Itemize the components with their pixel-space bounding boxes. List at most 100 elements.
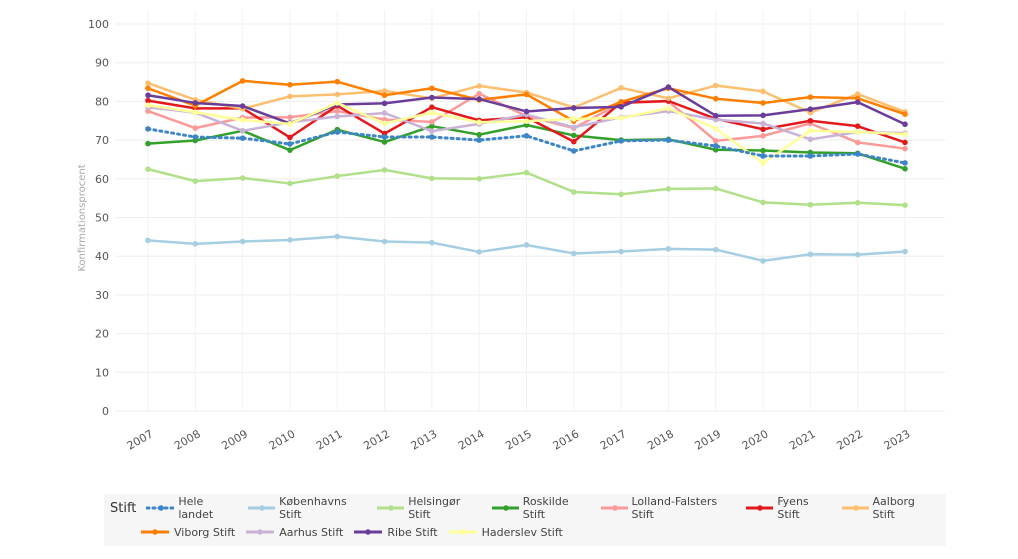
data-point [476, 249, 482, 255]
data-point [712, 82, 719, 89]
y-tick-label: 100 [88, 18, 109, 31]
data-point [854, 199, 861, 206]
data-point [571, 105, 577, 111]
data-point [381, 116, 388, 123]
series-helsing-r-stift [145, 166, 908, 208]
legend-label: Københavns Stift [279, 495, 347, 521]
legend-swatch [746, 505, 774, 511]
data-point [239, 117, 246, 123]
data-point [760, 160, 766, 166]
legend-item[interactable]: Viborg Stift [140, 526, 235, 539]
x-tick-label: 2019 [693, 427, 724, 452]
data-point [760, 126, 766, 133]
data-point [192, 241, 199, 247]
data-point [807, 201, 814, 208]
data-point [287, 134, 293, 141]
legend-label: Fyens Stift [777, 495, 809, 521]
legend-item[interactable]: Aarhus Stift [245, 526, 343, 539]
x-tick-label: 2014 [456, 427, 487, 452]
data-point [476, 119, 482, 126]
data-point [239, 135, 246, 141]
data-point [287, 147, 293, 153]
data-point [760, 88, 766, 95]
data-point [334, 100, 341, 106]
data-point [334, 91, 341, 98]
data-point [712, 138, 719, 144]
y-tick-label: 60 [95, 173, 109, 186]
x-tick-label: 2022 [834, 427, 865, 452]
data-point [665, 137, 672, 143]
legend-label: Helsingør Stift [408, 495, 461, 521]
y-tick-label: 10 [95, 366, 109, 379]
data-point [429, 239, 435, 246]
data-point [145, 97, 151, 104]
y-tick-label: 70 [95, 134, 109, 147]
data-point [854, 95, 861, 102]
legend-item[interactable]: Haderslev Stift [448, 526, 563, 539]
legend-item[interactable]: Lolland-Falsters Stift [600, 495, 736, 521]
x-tick-label: 2015 [503, 427, 534, 452]
y-tick-label: 40 [95, 250, 109, 263]
y-tick-label: 50 [95, 212, 109, 225]
data-point [287, 237, 293, 243]
data-point [807, 153, 814, 159]
legend-swatch [448, 529, 477, 535]
legend-item[interactable]: Roskilde Stift [491, 495, 590, 521]
y-tick-label: 0 [102, 405, 109, 418]
legend-label: Haderslev Stift [481, 525, 563, 539]
x-tick-label: 2008 [172, 427, 203, 452]
data-point [239, 103, 246, 109]
data-point [334, 113, 341, 120]
legend-label: Aarhus Stift [279, 525, 344, 539]
data-point [145, 102, 151, 109]
legend-swatch [246, 529, 275, 535]
x-tick-label: 2012 [361, 427, 392, 452]
data-point [334, 78, 341, 85]
data-point [429, 128, 435, 134]
legend-swatch [146, 505, 175, 511]
legend-swatch [141, 529, 169, 535]
data-point [476, 176, 482, 182]
data-point [429, 175, 435, 182]
data-point [429, 109, 435, 116]
legend-item[interactable]: Københavns Stift [247, 495, 366, 521]
data-point [712, 246, 719, 253]
legend-item[interactable]: Ribe Stift [353, 526, 438, 539]
legend-swatch [248, 505, 276, 511]
data-point [854, 129, 861, 135]
legend-label: Aalborg Stift [872, 495, 915, 521]
data-point [571, 132, 577, 139]
legend-item[interactable]: Aalborg Stift [841, 495, 936, 521]
data-point [618, 85, 624, 91]
legend-item[interactable]: Fyens Stift [745, 495, 830, 521]
data-point [760, 112, 766, 119]
legend-item[interactable]: Hele landet [146, 495, 237, 521]
data-point [760, 100, 766, 106]
legend-label: Roskilde Stift [522, 495, 569, 521]
data-point [902, 145, 908, 152]
legend-swatch [841, 505, 869, 511]
data-point [618, 191, 624, 198]
data-point [712, 112, 719, 119]
data-point [429, 104, 435, 111]
data-point [381, 167, 388, 173]
legend-item[interactable]: Helsingør Stift [376, 495, 481, 521]
data-point [807, 251, 814, 258]
data-point [192, 134, 199, 140]
data-point [618, 138, 624, 144]
data-point [807, 106, 814, 112]
data-point [902, 160, 908, 166]
data-point [239, 175, 246, 181]
data-point [854, 99, 861, 105]
data-point [665, 105, 672, 112]
data-point [381, 139, 388, 145]
data-point [902, 121, 908, 128]
y-tick-label: 90 [95, 57, 109, 70]
data-point [523, 122, 530, 128]
data-point [239, 128, 246, 134]
data-point [429, 134, 435, 140]
data-point [381, 238, 388, 245]
data-point [287, 180, 293, 187]
data-point [429, 94, 435, 101]
x-tick-label: 2021 [787, 427, 818, 452]
